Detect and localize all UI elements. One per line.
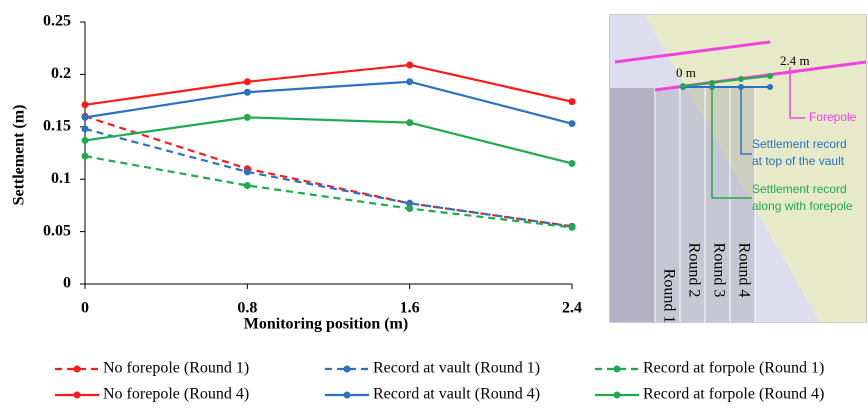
forepole-point <box>680 83 686 89</box>
data-point <box>568 223 576 231</box>
x-tick-label: 0 <box>81 300 89 317</box>
data-point <box>243 181 251 189</box>
data-point <box>406 205 414 213</box>
forepole-point <box>767 73 773 79</box>
data-point <box>243 113 251 121</box>
series-line <box>84 116 573 165</box>
data-point <box>81 101 89 109</box>
legend-label: No forepole (Round 1) <box>103 360 249 377</box>
legend-marker <box>343 365 351 373</box>
diagram: 0 m 2.4 m Forepole Settlement record at … <box>609 14 867 324</box>
data-point <box>406 61 414 69</box>
data-point <box>568 159 576 167</box>
excavated-block <box>610 88 655 322</box>
legend-label: No forepole (Round 4) <box>103 386 249 403</box>
data-point <box>568 120 576 128</box>
x-axis-title: Monitoring position (m) <box>244 316 408 333</box>
data-point <box>568 98 576 106</box>
legend-marker <box>73 391 81 399</box>
round-label: Round 3 <box>710 243 727 298</box>
legend-label: Record at forpole (Round 4) <box>643 386 824 403</box>
forepole-record-line <box>682 75 771 87</box>
y-tick-label: 0 <box>63 275 71 292</box>
vault-point <box>738 84 744 90</box>
forepole-line <box>614 40 771 64</box>
round-label: Round 1 <box>660 269 677 324</box>
round-label: Round 4 <box>735 243 752 298</box>
legend-label: Record at vault (Round 4) <box>373 386 540 403</box>
forepole-record-label: along with forepole <box>752 199 853 213</box>
y-tick-label: 0.25 <box>43 13 71 30</box>
forepole-arrow <box>789 67 805 119</box>
round-label: Round 2 <box>685 243 702 298</box>
y-tick-label: 0.05 <box>43 222 71 239</box>
y-axis-title: Settlement (m) <box>11 105 28 206</box>
y-tick-label: 0.1 <box>51 170 71 187</box>
forepole-point <box>738 76 744 82</box>
data-point <box>81 113 89 121</box>
start-label: 0 m <box>676 65 696 80</box>
legend-marker <box>73 365 81 373</box>
vault-label: at top of the vault <box>752 154 845 168</box>
data-point <box>81 136 89 144</box>
legend-marker <box>613 391 621 399</box>
vault-label: Settlement record <box>752 137 847 151</box>
y-tick-label: 0.15 <box>43 117 71 134</box>
legend-marker <box>613 365 621 373</box>
x-tick-label: 0.8 <box>237 300 257 317</box>
series-line <box>84 63 573 106</box>
data-point <box>406 199 414 207</box>
legend-marker <box>343 391 351 399</box>
forepole-point <box>709 80 715 86</box>
legend-label: Record at vault (Round 1) <box>373 360 540 377</box>
series-line <box>84 155 573 229</box>
vault-point <box>767 84 773 90</box>
forepole-record-label: Settlement record <box>752 182 847 196</box>
series-line <box>84 115 573 228</box>
data-point <box>81 125 89 133</box>
forepole-label: Forepole <box>809 110 857 124</box>
vault-arrow <box>740 89 752 155</box>
data-point <box>243 78 251 86</box>
y-tick-label: 0.2 <box>51 65 71 82</box>
data-point <box>406 119 414 127</box>
forepole-record-arrow <box>711 84 752 199</box>
x-tick-label: 2.4 <box>562 300 582 317</box>
x-tick-label: 1.6 <box>400 300 420 317</box>
data-point <box>243 168 251 176</box>
ground-region <box>610 15 820 322</box>
series-line <box>84 127 573 228</box>
data-point <box>81 152 89 160</box>
data-point <box>243 88 251 96</box>
series-line <box>84 80 573 125</box>
data-point <box>406 78 414 86</box>
legend-label: Record at forpole (Round 1) <box>643 360 824 377</box>
end-label: 2.4 m <box>780 53 810 68</box>
